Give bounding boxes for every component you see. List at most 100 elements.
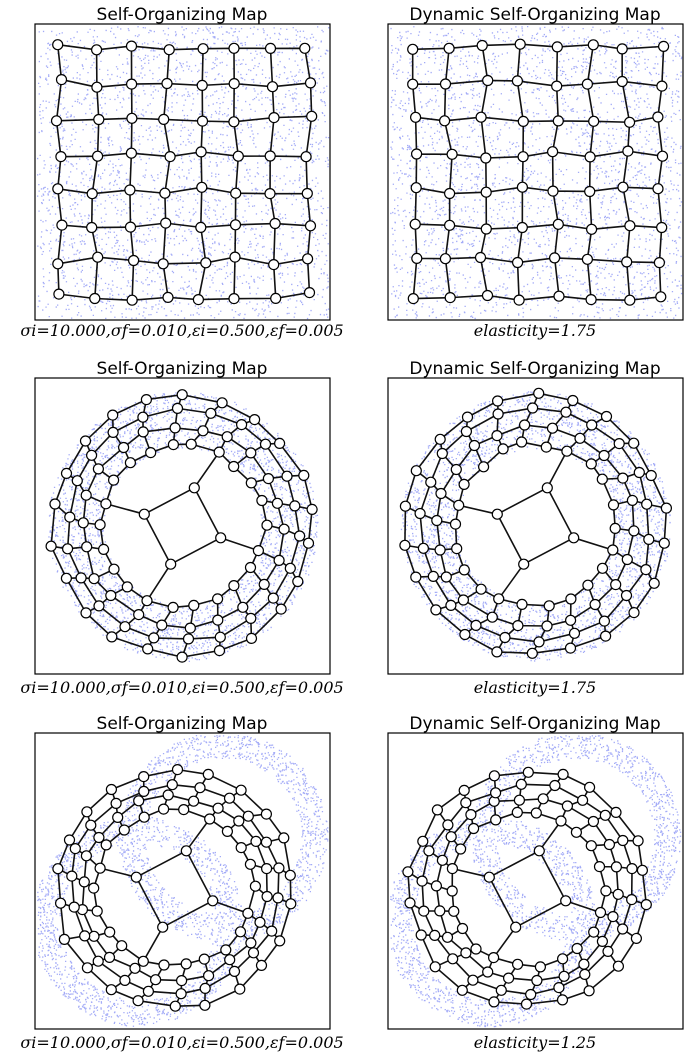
network-node [576,794,589,806]
network-node [584,151,596,163]
network-node [182,633,195,645]
network-node [578,958,590,970]
network-node [551,41,563,53]
network-node [443,42,455,54]
network-node [118,824,130,836]
network-node [97,543,110,556]
network-node [445,599,457,612]
network-node [213,644,226,657]
network-node [268,111,280,124]
panel-title: Self-Organizing Map [97,5,268,25]
network-node [107,474,120,486]
network-node [585,223,598,235]
network-node [444,187,456,200]
network-node [158,803,170,815]
network-node [594,906,607,919]
network-node [490,787,502,799]
network-node [434,433,446,445]
network-node [587,39,599,51]
network-node [128,254,140,267]
network-node [555,815,567,827]
network-node [50,115,63,127]
network-node [207,895,219,907]
network-node [442,819,454,831]
network-node [630,932,643,945]
panel-frame [387,377,684,675]
network-node [525,988,537,1001]
network-node [415,929,427,941]
network-node [476,39,488,52]
network-node [92,463,105,475]
network-node [492,395,504,407]
network-node [585,458,597,470]
network-node [612,888,624,900]
network-node [245,937,257,949]
network-node [180,958,192,970]
network-node [105,783,118,796]
network-node [585,294,597,306]
network-node [252,544,264,557]
network-node [653,257,666,269]
network-node [150,974,162,986]
network-node [602,945,614,958]
network-node [94,862,106,874]
network-node [617,181,629,193]
network-node [159,187,171,199]
network-node [540,441,552,453]
network-node [156,619,168,631]
network-node [294,530,306,542]
network-node [229,251,241,263]
network-node [228,965,241,978]
network-node [61,543,74,555]
network-node [623,116,636,128]
network-node [603,838,616,851]
network-node [600,410,613,423]
network-node [158,113,170,126]
network-node [546,146,559,158]
network-node [197,425,209,437]
network-node [511,958,524,970]
network-node [495,984,507,996]
network-node [409,218,421,230]
network-node [444,219,456,231]
network-node [85,819,97,831]
network-node [68,901,80,913]
network-node [417,835,429,847]
network-node [176,974,188,987]
network-node [261,862,273,875]
network-node [228,293,240,305]
network-node [124,457,136,469]
network-node [446,148,458,160]
network-node [526,402,539,414]
network-node [242,907,254,919]
network-node [303,287,316,299]
network-node [64,511,76,523]
network-node [163,44,175,56]
network-node [261,519,273,531]
network-node [175,988,187,1000]
network-node [256,494,268,507]
network-node [164,151,176,163]
network-node [119,974,131,987]
network-node [486,611,498,623]
network-node [515,778,527,790]
network-node [176,389,188,401]
network-edges [57,768,292,1007]
network-node [446,885,458,897]
network-node [475,111,487,123]
network-node [583,985,595,997]
network-node [80,607,92,619]
network-node [132,995,144,1007]
sample-points [37,26,330,320]
network-node [165,558,177,570]
network-node [117,441,130,454]
network-node [522,766,534,778]
network-node [230,187,242,199]
network-node [425,476,437,488]
network-node [53,288,65,300]
network-node [456,984,468,996]
network-node [511,75,524,87]
network-node [266,925,278,937]
network-node [632,835,644,847]
network-node [157,921,169,933]
